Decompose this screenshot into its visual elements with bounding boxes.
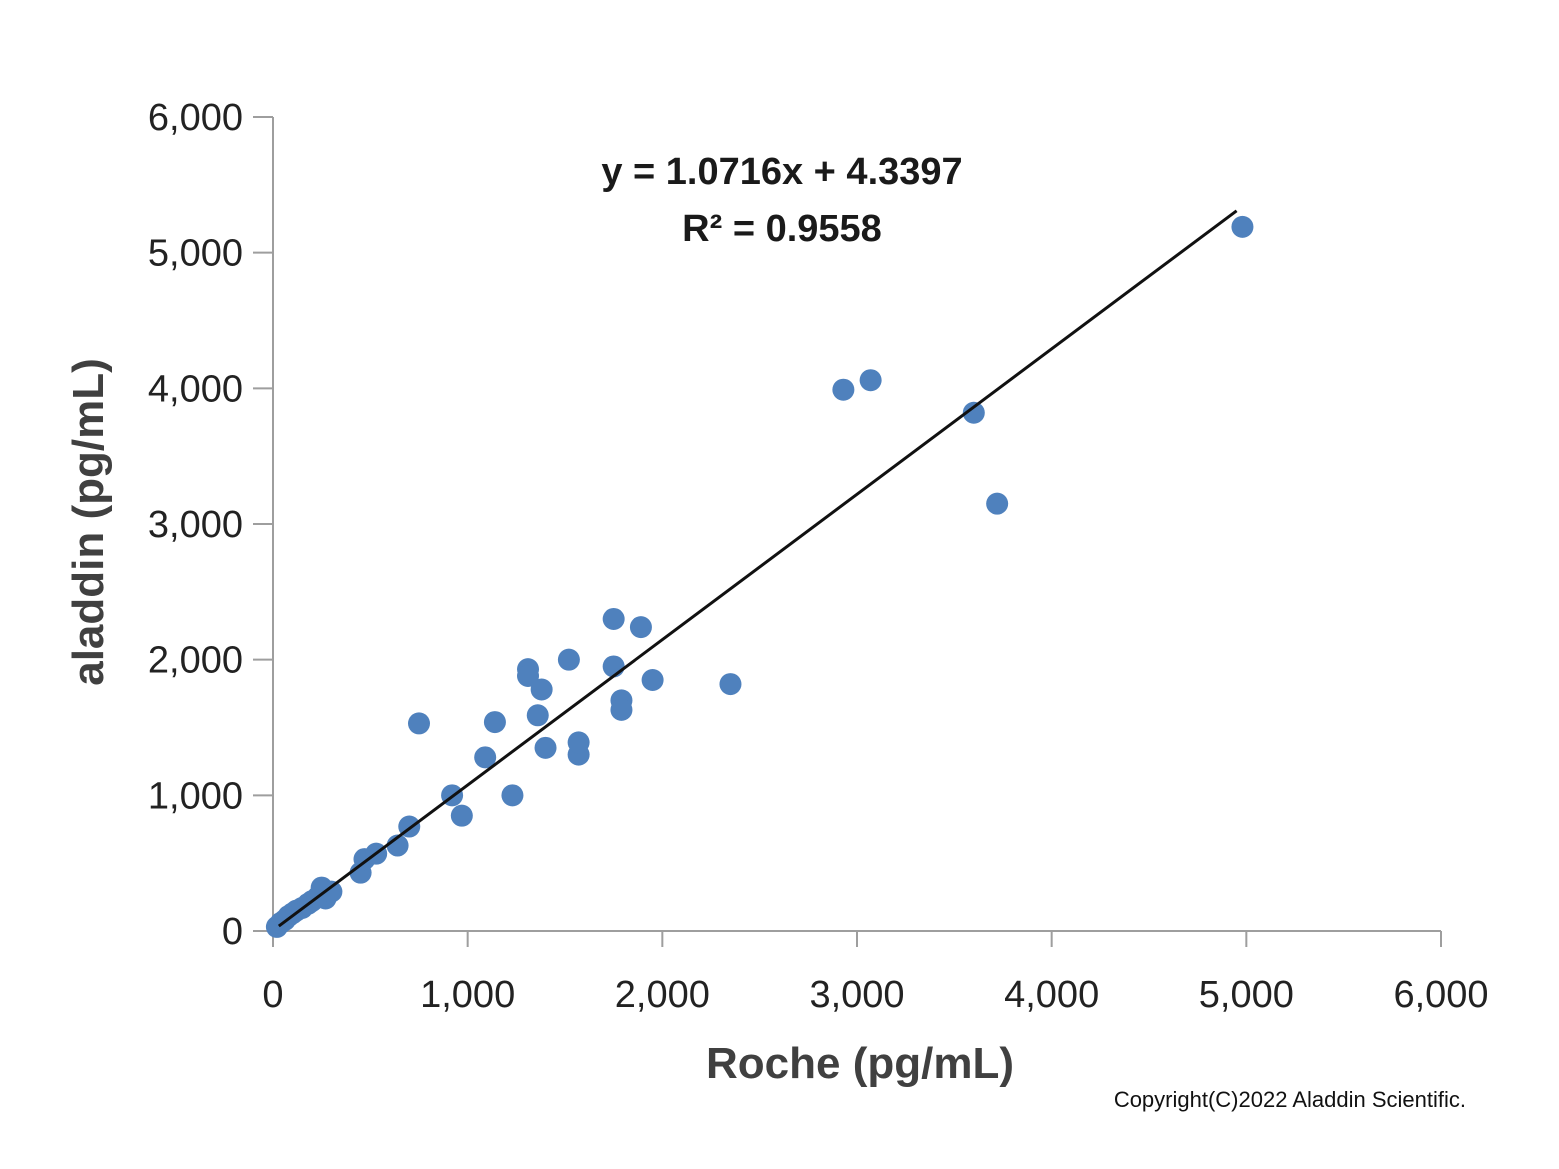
- y-tick-label: 3,000: [148, 504, 243, 546]
- data-point: [602, 607, 625, 630]
- data-point: [986, 492, 1009, 515]
- data-point: [450, 804, 473, 827]
- trendline-equation: y = 1.0716x + 4.3397: [601, 151, 962, 193]
- data-point: [1231, 215, 1254, 238]
- data-point: [629, 616, 652, 639]
- y-axis-title: aladdin (pg/mL): [64, 358, 113, 686]
- y-tick-label: 0: [222, 911, 243, 953]
- x-tick-label: 2,000: [615, 974, 710, 1016]
- data-point: [408, 712, 430, 735]
- x-tick-label: 1,000: [420, 974, 515, 1016]
- data-point: [557, 648, 580, 671]
- x-tick-label: 3,000: [809, 974, 904, 1016]
- x-axis-ticks: 0 1,000 2,000 3,000 4,000 5,000 6,000: [262, 931, 1489, 1016]
- x-tick-label: 0: [262, 974, 283, 1016]
- x-tick-label: 5,000: [1199, 974, 1294, 1016]
- y-tick-label: 2,000: [148, 640, 243, 682]
- data-point: [567, 731, 590, 754]
- y-tick-label: 1,000: [148, 775, 243, 817]
- y-tick-label: 6,000: [148, 97, 243, 139]
- copyright-notice: Copyright(C)2022 Aladdin Scientific.: [1114, 1087, 1466, 1112]
- data-point: [501, 784, 524, 807]
- x-tick-label: 6,000: [1393, 974, 1488, 1016]
- data-point: [859, 369, 882, 392]
- data-point: [530, 678, 553, 701]
- data-point: [517, 664, 540, 687]
- y-tick-label: 5,000: [148, 233, 243, 275]
- x-tick-label: 4,000: [1004, 974, 1099, 1016]
- data-point: [962, 401, 985, 424]
- y-tick-label: 4,000: [148, 368, 243, 410]
- data-point: [641, 669, 664, 692]
- data-point: [483, 711, 506, 734]
- x-axis-title: Roche (pg/mL): [706, 1039, 1014, 1088]
- data-point: [474, 746, 497, 769]
- trendline: [277, 209, 1238, 928]
- data-point: [719, 673, 742, 696]
- data-point: [832, 378, 855, 401]
- data-point: [526, 704, 549, 727]
- trendline-r-squared: R² = 0.9558: [682, 208, 882, 250]
- data-point: [610, 698, 633, 721]
- data-point: [534, 736, 557, 759]
- y-axis-ticks: 0 1,000 2,000 3,000 4,000 5,000 6,000: [148, 97, 273, 953]
- data-point: [320, 880, 343, 903]
- data-points: [265, 215, 1254, 938]
